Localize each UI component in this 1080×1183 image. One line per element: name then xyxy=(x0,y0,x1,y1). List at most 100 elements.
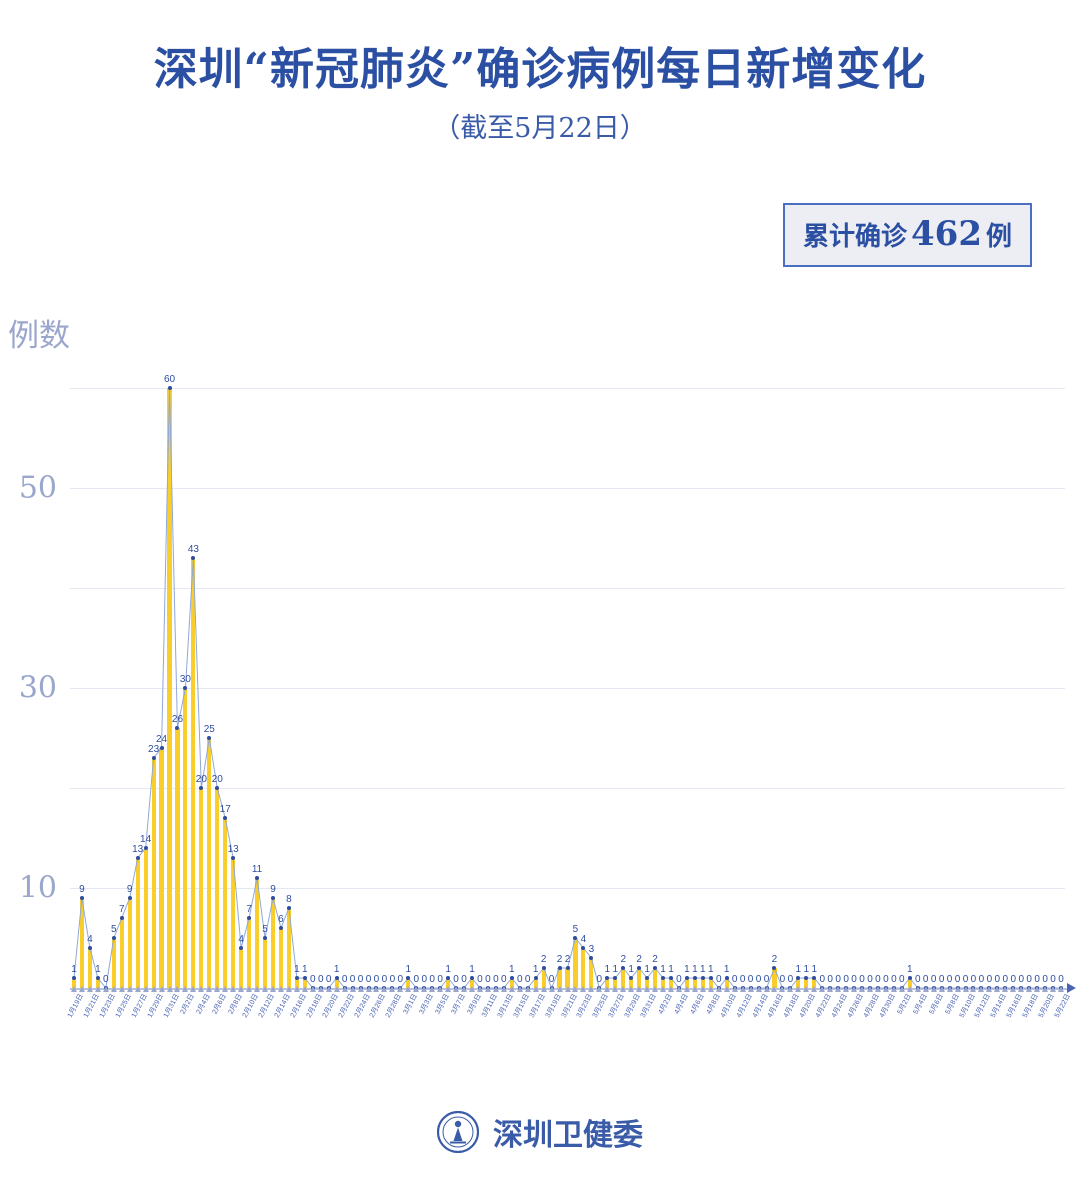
x-tick-mark xyxy=(803,986,810,992)
x-tick-mark xyxy=(707,986,714,992)
data-point xyxy=(581,946,586,950)
cumulative-badge-wrap: 累计确诊 462 例 xyxy=(783,203,1033,267)
data-point xyxy=(127,896,132,900)
x-tick-mark xyxy=(938,986,945,992)
x-tick-mark xyxy=(373,986,380,992)
x-tick-mark xyxy=(1034,986,1041,992)
x-tick-mark xyxy=(262,986,269,992)
data-label: 0 xyxy=(421,974,427,985)
data-label: 1 xyxy=(71,964,77,975)
data-point xyxy=(589,956,594,960)
x-tick-mark xyxy=(795,986,802,992)
data-point xyxy=(207,736,212,740)
data-label: 0 xyxy=(930,974,937,985)
data-point xyxy=(255,876,260,880)
x-tick-mark xyxy=(461,986,468,992)
data-label: 0 xyxy=(461,974,467,985)
data-label: 1 xyxy=(294,964,300,975)
x-tick-mark xyxy=(182,986,189,992)
y-tick-label: 30 xyxy=(18,670,57,706)
x-tick-mark xyxy=(691,986,698,992)
data-label: 0 xyxy=(485,974,491,985)
bar xyxy=(247,918,252,988)
data-point xyxy=(183,686,188,690)
chart-header: 深圳“新冠肺炎”确诊病例每日新增变化 （截至5月22日） xyxy=(0,0,1080,145)
data-label: 0 xyxy=(755,974,762,985)
bar xyxy=(637,968,642,988)
data-label: 60 xyxy=(163,374,176,385)
data-label: 0 xyxy=(429,974,435,985)
x-tick-mark xyxy=(954,986,961,992)
data-label: 1 xyxy=(604,964,611,975)
data-label: 1 xyxy=(811,964,818,975)
data-label: 0 xyxy=(954,974,961,985)
x-tick-mark xyxy=(357,986,364,992)
data-label: 0 xyxy=(739,974,746,985)
data-label: 0 xyxy=(986,974,993,985)
data-point xyxy=(239,946,244,950)
y-tick-label: 10 xyxy=(18,870,57,906)
x-tick-mark xyxy=(644,986,651,992)
data-label: 43 xyxy=(187,544,199,555)
x-tick-mark xyxy=(699,986,706,992)
bar xyxy=(652,968,658,988)
bar xyxy=(199,788,204,988)
bar xyxy=(175,728,180,988)
x-tick-mark xyxy=(612,986,619,992)
data-point xyxy=(804,976,809,980)
x-tick-mark xyxy=(819,986,826,992)
x-tick-mark xyxy=(102,986,109,992)
x-tick-mark xyxy=(269,986,276,992)
bar xyxy=(151,758,156,988)
data-point xyxy=(533,976,538,980)
data-label: 0 xyxy=(851,974,857,985)
data-label: 0 xyxy=(309,974,316,985)
data-point xyxy=(406,976,411,980)
x-tick-label: 2月4日 xyxy=(195,992,213,1016)
bar xyxy=(286,908,291,988)
data-label: 0 xyxy=(747,974,754,985)
bar xyxy=(215,788,220,988)
x-tick-label: 3月7日 xyxy=(450,992,467,1016)
x-tick-mark xyxy=(349,986,356,992)
data-label: 0 xyxy=(453,974,459,985)
x-tick-mark xyxy=(333,986,340,992)
data-point xyxy=(724,976,729,980)
x-tick-mark xyxy=(492,986,499,992)
x-tick-mark xyxy=(325,986,332,992)
x-tick-mark xyxy=(206,986,213,992)
data-point xyxy=(135,856,140,860)
bar xyxy=(119,918,124,988)
x-tick-mark xyxy=(413,986,420,992)
x-tick-mark xyxy=(771,986,778,992)
data-point xyxy=(692,976,697,980)
x-tick-mark xyxy=(397,986,404,992)
data-point xyxy=(700,976,705,980)
bar xyxy=(541,968,546,988)
data-label: 1 xyxy=(644,964,650,975)
data-label: 0 xyxy=(970,974,977,985)
x-tick-mark xyxy=(110,986,117,992)
data-label: 0 xyxy=(843,974,849,985)
data-point xyxy=(541,966,546,970)
data-label: 1 xyxy=(532,964,539,975)
x-tick-mark xyxy=(620,986,627,992)
data-label: 0 xyxy=(349,974,356,985)
data-label: 2 xyxy=(556,954,563,965)
bar xyxy=(239,948,244,988)
data-label: 0 xyxy=(1042,974,1048,985)
data-label: 1 xyxy=(803,964,810,975)
x-tick-mark xyxy=(190,986,197,992)
data-label: 11 xyxy=(251,864,263,875)
gridline xyxy=(70,388,1065,389)
x-tick-mark xyxy=(532,986,539,992)
bar xyxy=(167,388,172,988)
data-label: 0 xyxy=(325,974,332,985)
page-title: 深圳“新冠肺炎”确诊病例每日新增变化 xyxy=(153,44,927,95)
bar xyxy=(87,948,92,988)
x-tick-mark xyxy=(453,986,460,992)
footer-org-name: 深圳卫健委 xyxy=(493,1118,643,1153)
x-tick-mark xyxy=(150,986,157,992)
data-label: 0 xyxy=(1050,974,1056,985)
data-point xyxy=(812,976,817,980)
